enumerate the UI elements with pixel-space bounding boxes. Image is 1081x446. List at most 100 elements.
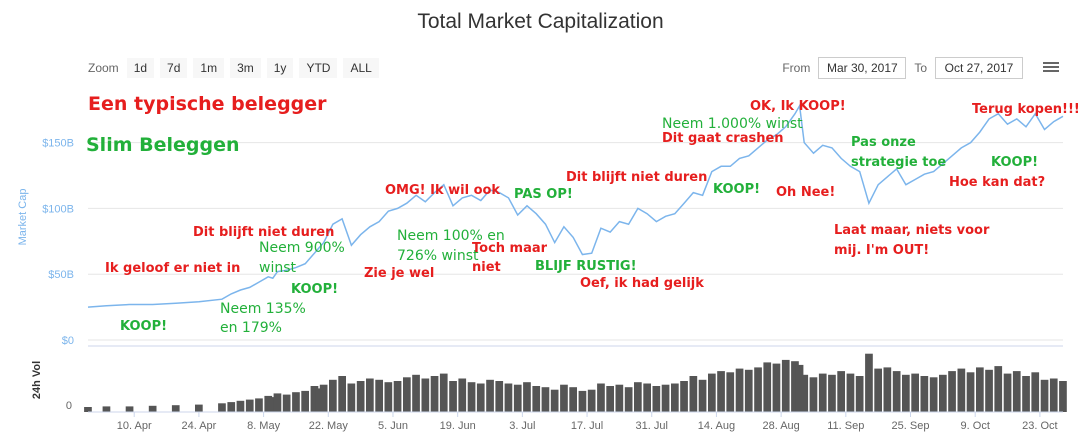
volume-bar: [578, 390, 587, 412]
hamburger-menu-icon[interactable]: [1043, 60, 1059, 74]
zoom-1m-button[interactable]: 1m: [193, 58, 225, 78]
zoom-3m-button[interactable]: 3m: [230, 58, 261, 78]
annotation-laat-maar: Laat maar, niets voor: [834, 223, 990, 238]
volume-bar: [467, 382, 476, 412]
zoom-label: Zoom: [88, 61, 119, 75]
volume-bar: [282, 394, 291, 412]
y-axis-label: Market Cap: [17, 189, 29, 246]
volume-bar: [532, 386, 541, 412]
volume-bar: [624, 387, 633, 412]
volume-bar: [430, 376, 439, 412]
volume-bar: [985, 369, 993, 412]
volume-bar: [1040, 379, 1049, 412]
volume-bar: [148, 405, 157, 412]
x-tick-label: 8. May: [247, 420, 281, 432]
volume-bar: [689, 376, 698, 412]
annotation-zie-je-wel: Zie je wel: [364, 266, 435, 281]
volume-bar: [315, 388, 323, 412]
volume-bar: [855, 376, 864, 412]
grid-lines: [88, 142, 1063, 341]
zoom-7d-button[interactable]: 7d: [160, 58, 188, 78]
zoom-all-button[interactable]: ALL: [343, 58, 379, 78]
volume-bar: [227, 402, 236, 412]
volume-bar: [948, 371, 956, 412]
zoom-ytd-button[interactable]: YTD: [299, 58, 338, 78]
volume-bar: [541, 387, 550, 412]
annotation-strategie: strategie toe: [851, 155, 947, 170]
volume-bar: [264, 395, 273, 412]
x-tick-label: 24. Apr: [181, 420, 216, 432]
annotation-koop-4: KOOP!: [991, 155, 1039, 170]
volume-bar: [1049, 378, 1058, 412]
volume-bar: [795, 364, 804, 412]
x-tick-label: 14. Aug: [698, 420, 735, 432]
volume-bar: [883, 367, 892, 412]
annotation-ok-ik-koop: OK, Ik KOOP!: [750, 99, 846, 114]
volume-bar: [634, 382, 642, 412]
volume-bar: [994, 366, 1003, 412]
volume-bar: [892, 371, 901, 412]
x-tick-label: 5. Jun: [378, 420, 408, 432]
volume-bar: [195, 404, 203, 412]
y-axis-ticks: $0 $50B $100B $150B: [42, 138, 74, 347]
volume-bar: [125, 406, 134, 412]
volume-bar: [781, 359, 790, 412]
annotation-dit-gaat-crashen: Dit gaat crashen: [662, 131, 784, 146]
volume-bar: [171, 405, 180, 412]
to-date-input[interactable]: [935, 57, 1023, 79]
annotation-blijf-rustig: BLIJF RUSTIG!: [535, 259, 637, 274]
annotation-neem-900: Neem 900%: [259, 240, 345, 256]
x-tick-label: 31. Jul: [636, 420, 668, 432]
zoom-1d-button[interactable]: 1d: [126, 58, 155, 78]
x-tick-label: 22. May: [309, 420, 349, 432]
y-tick-label: $50B: [48, 269, 74, 281]
volume-bar: [929, 377, 938, 412]
volume-bar: [218, 403, 226, 412]
volume-bar: [375, 379, 383, 412]
annotation-en-179: en 179%: [220, 320, 282, 336]
annotation-dit-blijft-2: Dit blijft niet duren: [566, 170, 708, 185]
volume-bar: [652, 386, 661, 412]
annotation-dit-blijft-1: Dit blijft niet duren: [193, 225, 335, 240]
annotation-koop-2: KOOP!: [291, 282, 339, 297]
volume-bar: [661, 384, 670, 412]
x-tick-label: 23. Oct: [1022, 420, 1057, 432]
x-tick-label: 28. Aug: [762, 420, 799, 432]
volume-bar: [255, 398, 263, 412]
annotation-pas-op: PAS OP!: [514, 187, 573, 202]
volume-bar: [791, 361, 799, 412]
zoom-1y-button[interactable]: 1y: [266, 58, 294, 78]
volume-bar: [698, 379, 707, 412]
annotation-winst: winst: [259, 260, 296, 276]
volume-bar: [828, 374, 836, 412]
volume-bar: [347, 383, 356, 412]
annotation-pas-onze: Pas onze: [851, 135, 916, 150]
volume-bar: [439, 373, 448, 412]
volume-bar: [772, 363, 781, 412]
annotation-omg: OMG! Ik wil ook: [385, 183, 501, 198]
annotation-toch-maar: Toch maar: [472, 241, 548, 256]
volume-bar: [504, 383, 513, 412]
volume-bar: [735, 368, 744, 412]
volume-bar: [800, 374, 809, 412]
volume-bar: [356, 381, 365, 412]
legend-typical-investor: Een typische belegger: [88, 93, 327, 115]
volume-axis-label: 24h Vol: [31, 361, 43, 399]
volume-bar: [269, 397, 277, 412]
from-date-input[interactable]: [818, 57, 907, 79]
volume-bar: [476, 383, 485, 412]
volume-bar: [301, 390, 309, 412]
annotation-neem-100: Neem 100% en: [397, 228, 505, 244]
x-tick-label: 19. Jun: [440, 420, 476, 432]
volume-bar: [412, 374, 420, 412]
volume-bar: [495, 381, 504, 412]
volume-bar: [569, 387, 577, 412]
volume-bar: [1022, 376, 1030, 412]
volume-bar: [84, 407, 92, 412]
volume-bar: [236, 400, 245, 412]
volume-bar: [1012, 371, 1021, 412]
x-tick-label: 9. Oct: [961, 420, 990, 432]
volume-bar: [754, 367, 762, 412]
annotation-niet: niet: [472, 260, 501, 275]
x-tick-label: 10. Apr: [117, 420, 152, 432]
